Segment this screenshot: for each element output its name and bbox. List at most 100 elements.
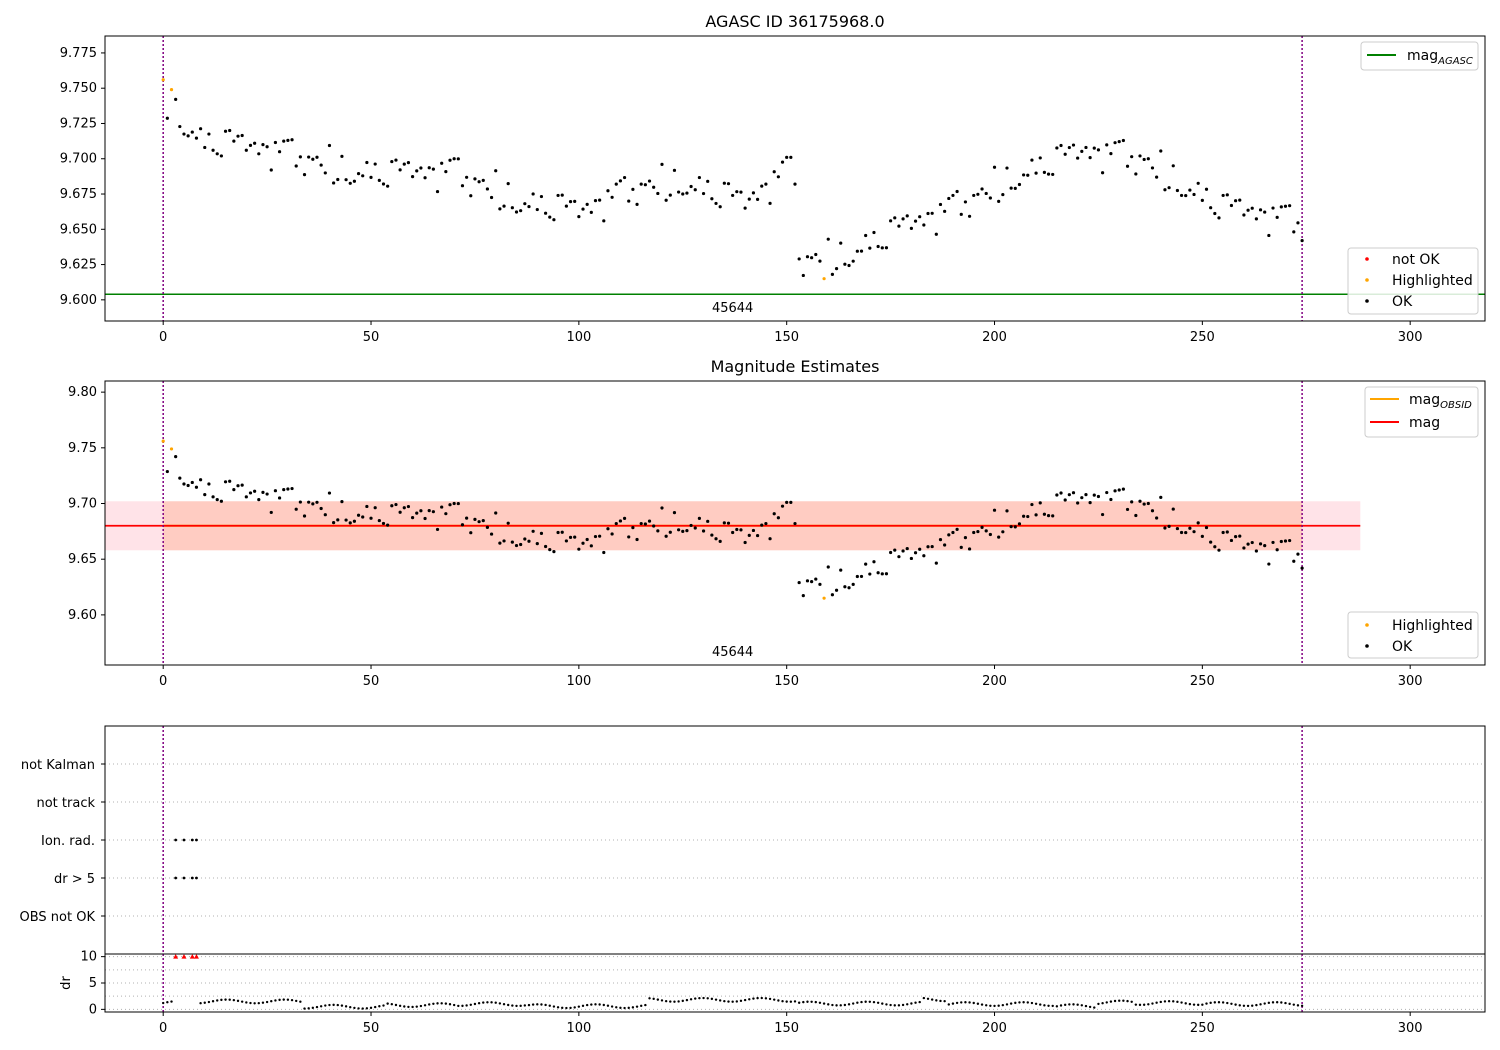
dr-point: [199, 1001, 202, 1005]
ok-point: [1263, 210, 1267, 214]
dr-point: [1155, 1001, 1158, 1004]
ok-point: [1100, 171, 1105, 175]
ok-point: [618, 519, 623, 523]
dr-point: [748, 998, 751, 1001]
ok-point: [1138, 154, 1142, 158]
ok-point: [1071, 143, 1076, 147]
y-tick-label: 9.60: [68, 608, 97, 623]
dr-point: [968, 1001, 971, 1004]
ok-point: [311, 157, 315, 161]
agasc-magnitude-panel: 45644 0 50 100 150 200 250 300 9.600 9.625 9.650 9.…: [60, 35, 1486, 345]
ok-point: [984, 191, 988, 196]
y-tick-label: 9.700: [60, 152, 97, 167]
ok-point: [1250, 540, 1254, 545]
dr-point: [257, 1001, 260, 1005]
dr-point: [1259, 1003, 1262, 1006]
ok-point: [207, 482, 211, 486]
ok-point: [768, 201, 772, 205]
ok-point: [344, 178, 348, 182]
ok-point: [465, 516, 469, 520]
ok-point: [913, 219, 918, 223]
ok-point: [1142, 502, 1146, 506]
ok-point: [552, 218, 556, 222]
dr-point: [315, 1005, 319, 1009]
dr-point: [1242, 1004, 1246, 1008]
dr-point: [1205, 1002, 1208, 1005]
ok-point: [1213, 211, 1217, 216]
ok-point: [456, 157, 460, 161]
ok-point: [510, 206, 514, 210]
y-tick-label: 9.750: [60, 81, 97, 96]
ok-point: [801, 273, 805, 278]
ok-point: [643, 522, 647, 526]
ok-point: [880, 572, 884, 576]
ok-point: [647, 179, 652, 183]
dr-point: [814, 1000, 817, 1004]
ok-point: [830, 272, 835, 276]
ok-point: [1275, 215, 1279, 219]
ok-point: [843, 585, 847, 589]
ok-point: [369, 516, 373, 520]
ok-point: [1204, 525, 1209, 530]
ok-point: [290, 486, 294, 491]
dr-point: [1263, 1002, 1266, 1005]
ok-point: [664, 198, 668, 202]
ok-point: [652, 185, 656, 189]
ok-point: [980, 525, 984, 529]
dr-point: [1034, 1002, 1038, 1005]
ok-point: [423, 176, 427, 180]
ok-point: [726, 521, 731, 525]
ok-point: [1288, 204, 1292, 208]
ok-point: [253, 141, 257, 145]
dr-point: [1213, 1001, 1217, 1004]
ok-point: [1109, 152, 1113, 156]
ok-point: [568, 535, 573, 539]
ok-point: [743, 206, 747, 210]
ok-point: [440, 505, 444, 509]
ok-point: [473, 177, 477, 181]
ok-point: [1196, 521, 1200, 525]
ok-point: [585, 537, 589, 542]
dr-point: [914, 1001, 917, 1004]
ok-point: [1134, 513, 1138, 518]
dr-point: [536, 1003, 539, 1006]
ok-point: [568, 200, 573, 204]
ok-point: [1130, 155, 1134, 159]
ok-point: [839, 568, 843, 572]
dr-point: [170, 1000, 173, 1003]
ok-point: [1159, 149, 1163, 153]
ok-point: [988, 532, 992, 537]
ok-point: [664, 534, 668, 538]
ok-point: [265, 145, 269, 149]
ok-point: [556, 193, 560, 198]
ok-point: [1192, 530, 1196, 534]
dr-point: [851, 1002, 855, 1005]
x-tick-label: 250: [1190, 330, 1215, 345]
x-tick-label: 200: [982, 1021, 1007, 1036]
dr-point: [777, 999, 780, 1002]
flag-point: [182, 876, 186, 880]
ok-point: [1026, 173, 1030, 177]
y-tick-label: 9.75: [68, 441, 97, 456]
ok-point: [344, 518, 348, 522]
ok-point: [984, 529, 988, 533]
flag-point: [174, 838, 178, 842]
ok-point: [751, 191, 756, 195]
ok-point: [410, 175, 415, 179]
ok-point: [282, 487, 286, 492]
y-tick-label: 0: [89, 1002, 97, 1017]
ok-point: [893, 548, 897, 552]
flag-point: [174, 876, 178, 880]
dr-point: [864, 1000, 867, 1003]
ok-point: [381, 521, 386, 526]
ok-point: [178, 476, 182, 480]
ok-point: [614, 182, 618, 186]
x-tick-label: 250: [1190, 674, 1215, 689]
dr-point: [220, 998, 223, 1002]
plot-area: [105, 36, 1485, 321]
capped-dr-marker: [193, 954, 199, 959]
ok-point: [930, 544, 934, 549]
ok-point: [988, 196, 992, 200]
ok-point: [1292, 559, 1296, 563]
ok-point: [352, 179, 356, 183]
